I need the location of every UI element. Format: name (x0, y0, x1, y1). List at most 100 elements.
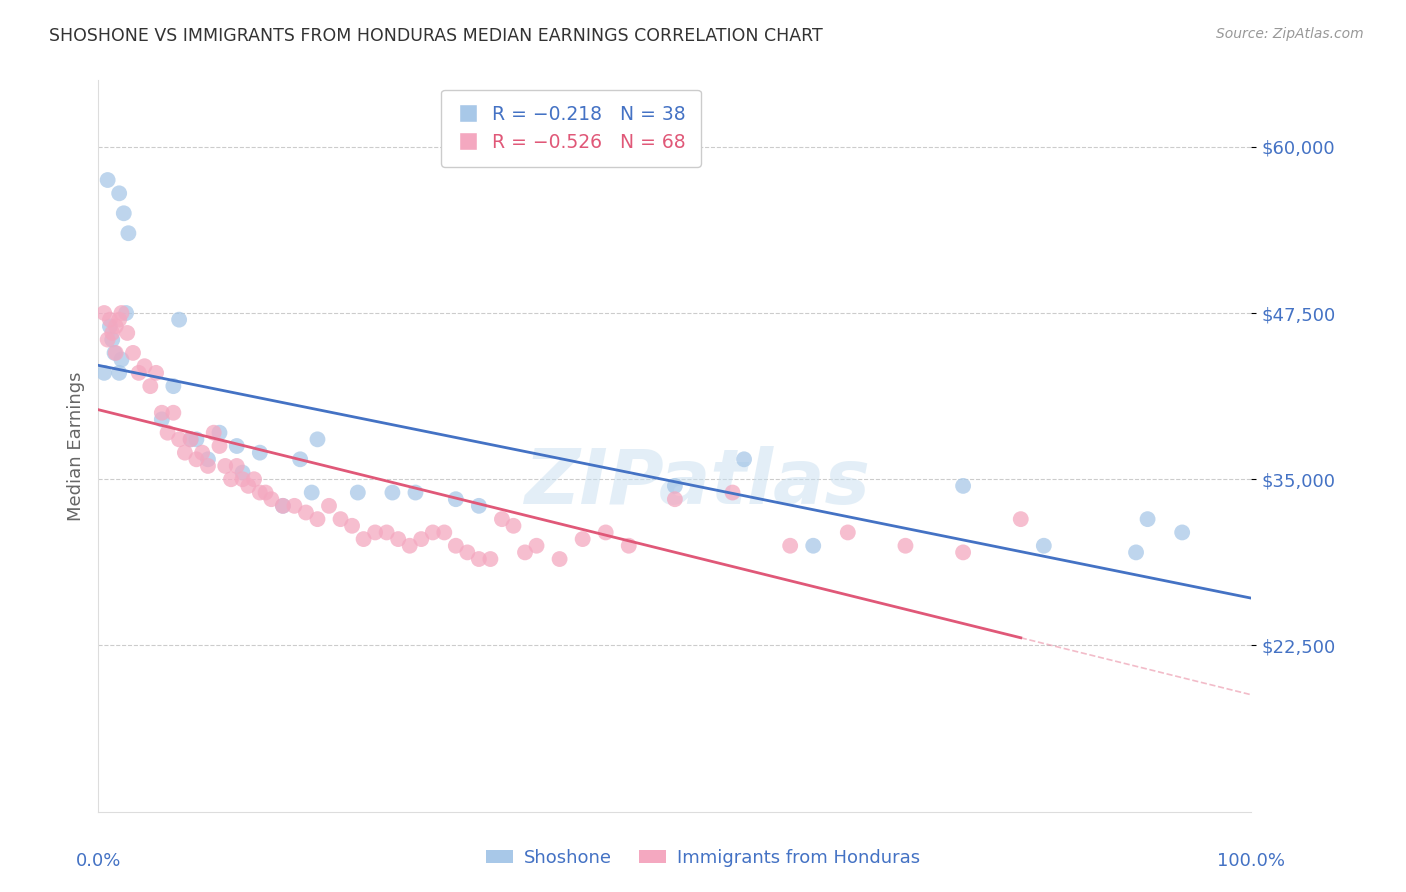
Point (595, 525, 617, 540)
Point (197, 458, 219, 473)
Text: SHOSHONE VS IMMIGRANTS FROM HONDURAS MEDIAN EARNINGS CORRELATION CHART: SHOSHONE VS IMMIGRANTS FROM HONDURAS MED… (49, 27, 823, 45)
Point (502, 518, 524, 533)
Point (117, 226, 139, 240)
Point (128, 366, 150, 380)
Text: 100.0%: 100.0% (1218, 852, 1285, 870)
Point (444, 539, 467, 553)
Point (456, 545, 478, 559)
Point (526, 539, 548, 553)
Point (347, 485, 370, 500)
Point (150, 412, 173, 426)
Point (571, 532, 593, 546)
Point (952, 479, 974, 493)
Point (837, 525, 859, 540)
Point (254, 485, 277, 500)
Text: 0.0%: 0.0% (76, 852, 121, 870)
Point (225, 439, 247, 453)
Point (115, 306, 138, 320)
Point (381, 485, 404, 500)
Point (468, 499, 491, 513)
Point (97, 173, 120, 187)
Point (219, 472, 242, 486)
Point (340, 518, 363, 533)
Point (405, 485, 427, 500)
Legend: R = −0.218   N = 38, R = −0.526   N = 68: R = −0.218 N = 38, R = −0.526 N = 68 (441, 90, 700, 167)
Point (225, 458, 247, 473)
Point (433, 525, 456, 540)
Point (422, 525, 444, 540)
Point (283, 499, 305, 513)
Y-axis label: Median Earnings: Median Earnings (66, 371, 84, 521)
Point (191, 445, 214, 459)
Point (167, 312, 190, 326)
Point (1136, 512, 1159, 526)
Point (1010, 512, 1032, 526)
Point (117, 326, 139, 340)
Point (364, 525, 387, 540)
Text: ZIPatlas: ZIPatlas (524, 446, 870, 519)
Point (411, 532, 433, 546)
Point (952, 545, 974, 559)
Point (197, 452, 219, 467)
Point (208, 439, 231, 453)
Point (271, 499, 294, 513)
Point (307, 512, 329, 526)
Point (1171, 525, 1194, 540)
Point (548, 552, 571, 566)
Point (101, 326, 124, 340)
Point (387, 532, 409, 546)
Point (110, 306, 132, 320)
Point (249, 485, 271, 500)
Point (174, 445, 197, 459)
Point (249, 445, 271, 459)
Point (271, 499, 294, 513)
Point (238, 479, 260, 493)
Point (101, 333, 124, 347)
Point (214, 458, 236, 473)
Point (375, 525, 398, 540)
Point (1032, 539, 1054, 553)
Point (733, 452, 755, 467)
Point (167, 433, 190, 447)
Point (202, 425, 225, 440)
Point (664, 492, 686, 507)
Point (162, 379, 184, 393)
Point (98, 319, 121, 334)
Point (353, 532, 375, 546)
Point (664, 479, 686, 493)
Point (93, 366, 115, 380)
Point (108, 186, 131, 201)
Point (617, 539, 640, 553)
Point (295, 506, 318, 520)
Point (162, 406, 184, 420)
Point (721, 485, 744, 500)
Point (139, 379, 162, 393)
Point (93, 306, 115, 320)
Point (779, 539, 801, 553)
Point (112, 206, 135, 220)
Point (398, 539, 420, 553)
Point (156, 425, 179, 440)
Text: Source: ZipAtlas.com: Source: ZipAtlas.com (1216, 27, 1364, 41)
Point (290, 452, 312, 467)
Point (491, 512, 513, 526)
Point (98, 312, 121, 326)
Point (318, 499, 340, 513)
Point (468, 552, 491, 566)
Point (479, 552, 502, 566)
Point (444, 492, 467, 507)
Point (513, 545, 536, 559)
Point (122, 346, 145, 360)
Point (150, 406, 173, 420)
Point (97, 333, 120, 347)
Point (103, 346, 125, 360)
Point (104, 346, 127, 360)
Point (180, 433, 202, 447)
Point (1125, 545, 1147, 559)
Point (145, 366, 167, 380)
Point (186, 433, 208, 447)
Point (110, 352, 132, 367)
Point (108, 366, 131, 380)
Legend: Shoshone, Immigrants from Honduras: Shoshone, Immigrants from Honduras (479, 842, 927, 874)
Point (301, 485, 323, 500)
